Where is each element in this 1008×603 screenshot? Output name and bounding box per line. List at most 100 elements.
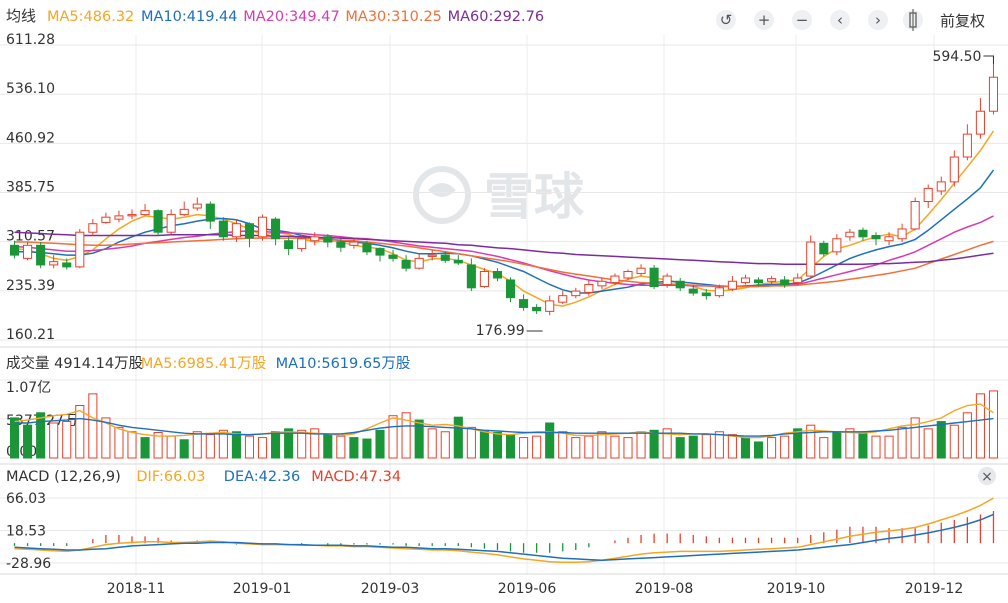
price-panel: 611.28536.10460.92385.75310.57235.39160.… (0, 32, 1008, 575)
ma-line-ma20 (14, 215, 994, 288)
volume-bar (140, 437, 150, 459)
volume-bar (571, 437, 581, 459)
price-tick-label: 611.28 (6, 32, 55, 48)
candle-body (453, 259, 463, 264)
candle (297, 235, 307, 252)
volume-bar (284, 428, 294, 459)
volume-bar (479, 429, 489, 459)
candle-body (988, 76, 999, 112)
volume-bar (923, 428, 933, 459)
volume-bar (244, 435, 255, 459)
volume-bar (101, 417, 111, 459)
volume-bar (897, 426, 907, 459)
volume-bar (127, 431, 137, 459)
macd-dea-line (14, 513, 994, 562)
close-icon-bg (978, 467, 996, 485)
candle (388, 249, 398, 262)
candle-body (257, 216, 268, 238)
macd-close-button[interactable]: × (978, 467, 996, 485)
candle-body (701, 292, 711, 297)
volume-bar (545, 422, 555, 459)
candle (479, 268, 489, 288)
candle (675, 278, 685, 292)
candle-body (910, 200, 920, 230)
candle (753, 277, 764, 287)
volume-bar (910, 417, 920, 459)
zoom-out-icon: − (796, 11, 809, 29)
volume-bar (179, 439, 189, 459)
candle-body (571, 290, 581, 297)
pan-left-button[interactable]: ‹ (830, 10, 850, 30)
candle (962, 124, 972, 161)
candle (140, 204, 150, 216)
volume-bar (427, 428, 437, 459)
volume-bar (584, 435, 594, 459)
candle-body (153, 210, 163, 233)
watermark-snowball-icon (428, 183, 456, 197)
candle (571, 287, 581, 299)
macd-header: MACD (12,26,9) DIF:66.03 DEA:42.36 MACD:47.… (6, 469, 401, 485)
candle (49, 255, 59, 269)
volume-bar (414, 419, 424, 459)
volume-bar (753, 441, 764, 459)
volume-bar (727, 434, 737, 459)
volume-bar (949, 424, 959, 459)
candle-body (49, 261, 59, 266)
candle-body (727, 280, 737, 290)
candle (101, 212, 111, 224)
candle (832, 234, 842, 256)
candle (780, 276, 790, 288)
candle-body (231, 223, 241, 238)
price-tick-label: 385.75 (6, 180, 55, 196)
candle (271, 217, 281, 246)
volume-bar (558, 431, 568, 459)
candle-body (466, 264, 476, 289)
ma-legend-item: MA30:310.25 (345, 9, 442, 25)
undo-button[interactable]: ↺ (716, 10, 736, 30)
candle (584, 279, 594, 296)
adjust-mode-button[interactable]: 前复权 (940, 12, 985, 30)
candle (453, 255, 463, 265)
volume-bar (871, 435, 881, 459)
ma-legend-title: 均线 (6, 7, 36, 25)
volume-bar (153, 431, 163, 459)
candle (231, 219, 241, 243)
candle-body (871, 234, 881, 240)
candle (623, 269, 633, 280)
candle (75, 228, 85, 269)
candle (179, 201, 189, 216)
volume-legend-item: MA10:5619.65万股 (276, 356, 411, 372)
candle (884, 232, 894, 246)
volume-bar (845, 428, 855, 459)
zoom-in-button[interactable]: + (754, 10, 774, 30)
candle (923, 184, 933, 209)
candle (427, 249, 437, 261)
volume-panel: 1.07亿5377.27万0.00 (0, 379, 1008, 465)
candle (649, 264, 659, 290)
candle-body (75, 231, 85, 268)
volume-bar (401, 412, 411, 459)
volume-bar (975, 393, 985, 459)
candle-body (440, 254, 450, 261)
volume-bar (166, 435, 176, 459)
candle-style-button[interactable] (903, 9, 923, 31)
candle-body (9, 244, 20, 256)
candle-body (427, 254, 437, 257)
pan-right-button[interactable]: › (868, 10, 888, 30)
volume-bar (532, 435, 542, 459)
ma-legend: 均线 MA5:486.32 MA10:419.44 MA20:349.47 MA30:… (6, 7, 544, 25)
zoom-out-button[interactable]: − (792, 10, 812, 30)
candle (519, 294, 529, 311)
pan-right-icon-bg (868, 10, 888, 30)
macd-tick-label: 18.53 (6, 524, 46, 540)
volume-bar (205, 434, 215, 459)
chart-toolbar: ↺ + − ‹ › (716, 9, 923, 31)
volume-bar (466, 426, 476, 459)
candle (284, 236, 294, 256)
candle-body (897, 228, 907, 240)
ma-line-ma5 (14, 130, 995, 307)
candle (727, 276, 737, 292)
candle (440, 251, 450, 263)
candle (414, 253, 424, 270)
volume-bar (597, 431, 607, 459)
